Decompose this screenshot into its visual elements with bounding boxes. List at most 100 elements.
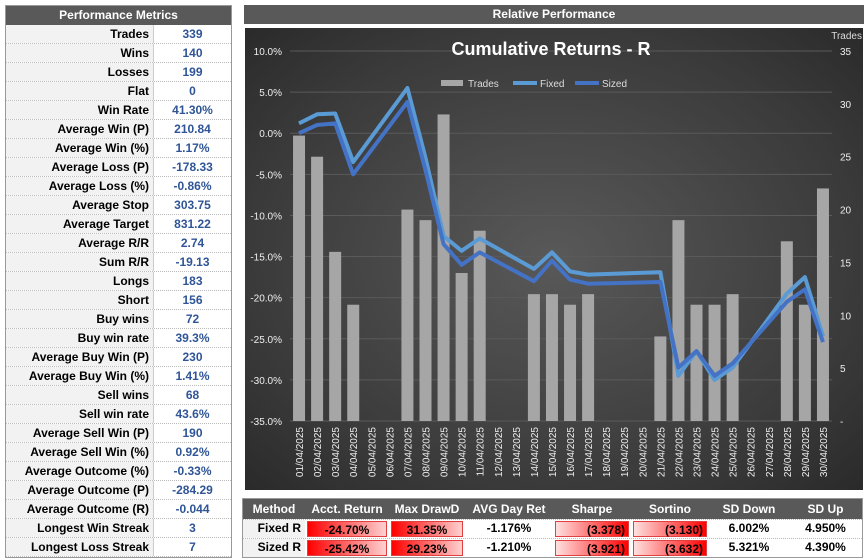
y-left-tick: -25.0% [250, 335, 282, 346]
metric-row: Sell win rate 43.6% [6, 405, 231, 424]
line-fixed [298, 86, 825, 382]
x-tick: 24/04/2025 [711, 427, 722, 477]
table-cell: 4.390% [805, 540, 846, 554]
column-header: AVG Day Ret [472, 502, 546, 516]
metric-label: Average Win (P) [6, 120, 154, 138]
x-tick: 03/04/2025 [331, 427, 342, 477]
bar-trades [437, 114, 450, 421]
metric-row: Average Outcome (%) -0.33% [6, 462, 231, 481]
metric-value: 2.74 [180, 236, 205, 250]
metric-value: 140 [182, 46, 203, 60]
method-label: Fixed R [243, 520, 305, 538]
table-cell: (3.130) [633, 521, 707, 537]
y-left-tick: -5.0% [256, 170, 282, 181]
metric-label: Win Rate [6, 101, 154, 119]
table-row: Fixed R -24.70% 31.35% -1.176% (3.378) (3.130… [243, 519, 862, 538]
table-row: Sized R -25.42% 29.23% -1.210% (3.921) (3.632… [243, 538, 862, 557]
x-tick: 17/04/2025 [584, 427, 595, 477]
x-tick: 21/04/2025 [656, 427, 667, 477]
metric-value: 210.84 [174, 122, 211, 136]
metric-label: Buy win rate [6, 329, 154, 347]
metric-value: -0.044 [175, 502, 210, 516]
metric-value: 183 [182, 274, 203, 288]
metric-label: Average Sell Win (%) [6, 443, 154, 461]
bar-trades [708, 304, 721, 421]
metric-row: Trades 339 [6, 25, 231, 44]
x-tick: 19/04/2025 [620, 427, 631, 477]
metric-value: -284.29 [172, 483, 213, 497]
x-tick: 05/04/2025 [367, 427, 378, 477]
column-header: Sortino [649, 502, 691, 516]
x-tick: 25/04/2025 [729, 427, 740, 477]
x-tick: 13/04/2025 [512, 427, 523, 477]
table-cell: (3.921) [555, 540, 629, 556]
x-tick: 29/04/2025 [801, 427, 812, 477]
x-tick: 08/04/2025 [422, 427, 433, 477]
metric-row: Average Sell Win (%) 0.92% [6, 443, 231, 462]
legend-label-trades: Trades [468, 79, 499, 90]
x-tick: 04/04/2025 [349, 427, 360, 477]
metric-label: Longest Win Streak [6, 519, 154, 537]
metric-value: 230 [182, 350, 203, 364]
bar-trades [726, 294, 739, 421]
x-tick: 09/04/2025 [440, 427, 451, 477]
x-tick: 06/04/2025 [385, 427, 396, 477]
metric-label: Average Outcome (R) [6, 500, 154, 518]
metric-label: Average Buy Win (P) [6, 348, 154, 366]
metric-value: 43.6% [175, 407, 210, 421]
table-cell: -25.42% [307, 540, 387, 556]
metric-value: 41.30% [172, 103, 213, 117]
table-cell: 29.23% [391, 540, 463, 556]
bar-trades [527, 294, 540, 421]
metric-label: Average Target [6, 215, 154, 233]
y-left-tick: -20.0% [250, 294, 282, 305]
metric-label: Average Buy Win (%) [6, 367, 154, 385]
metric-label: Sell win rate [6, 405, 154, 423]
legend-label-sized: Sized [602, 79, 627, 90]
metric-label: Average Outcome (P) [6, 481, 154, 499]
metric-value: 1.17% [175, 141, 210, 155]
metric-label: Sell wins [6, 386, 154, 404]
bar-trades [672, 220, 685, 421]
x-tick: 15/04/2025 [548, 427, 559, 477]
metric-row: Wins 140 [6, 44, 231, 63]
metric-label: Buy wins [6, 310, 154, 328]
performance-metrics-panel: Performance Metrics Trades 339 Wins 140 Loss… [5, 5, 232, 558]
metric-value: 339 [182, 27, 203, 41]
y-left-tick: -35.0% [250, 417, 282, 428]
metric-row: Longest Win Streak 3 [6, 519, 231, 538]
metric-label: Wins [6, 44, 154, 62]
method-label: Sized R [243, 539, 305, 557]
metric-row: Sell wins 68 [6, 386, 231, 405]
x-tick: 01/04/2025 [295, 427, 306, 477]
y-left-tick: 10.0% [254, 47, 282, 58]
metric-label: Longest Loss Streak [6, 538, 154, 556]
bar-trades [564, 304, 577, 421]
x-tick: 20/04/2025 [638, 427, 649, 477]
column-header: SD Up [807, 502, 844, 516]
metric-row: Buy win rate 39.3% [6, 329, 231, 348]
legend-label-fixed: Fixed [540, 79, 564, 90]
metric-row: Average Sell Win (P) 190 [6, 424, 231, 443]
bar-trades [798, 304, 811, 421]
table-cell: 5.321% [728, 540, 770, 554]
table-cell: 31.35% [391, 521, 463, 537]
x-tick: 27/04/2025 [765, 427, 776, 477]
metric-value: 199 [182, 65, 203, 79]
metric-value: -0.86% [173, 179, 212, 193]
table-cell: -1.210% [486, 540, 532, 554]
metric-row: Flat 0 [6, 82, 231, 101]
y-left-tick: -15.0% [250, 253, 282, 264]
metric-row: Short 156 [6, 291, 231, 310]
y-right-tick: 5 [840, 364, 846, 375]
chart-svg: 10.0% 5.0% 0.0% -5.0% -10.0% -15.0% -20.0% -25.… [250, 31, 862, 477]
metric-row: Average Buy Win (%) 1.41% [6, 367, 231, 386]
metric-value: 0.92% [175, 445, 210, 459]
metric-label: Longs [6, 272, 154, 290]
bar-trades [329, 251, 342, 421]
metric-value: 156 [182, 293, 203, 307]
method-stats-table: Method Acct. Return Max DrawD AVG Day Ret Sh… [242, 498, 863, 558]
relative-performance-title: Relative Performance [244, 5, 864, 24]
metric-label: Sum R/R [6, 253, 154, 271]
x-tick: 22/04/2025 [674, 427, 685, 477]
